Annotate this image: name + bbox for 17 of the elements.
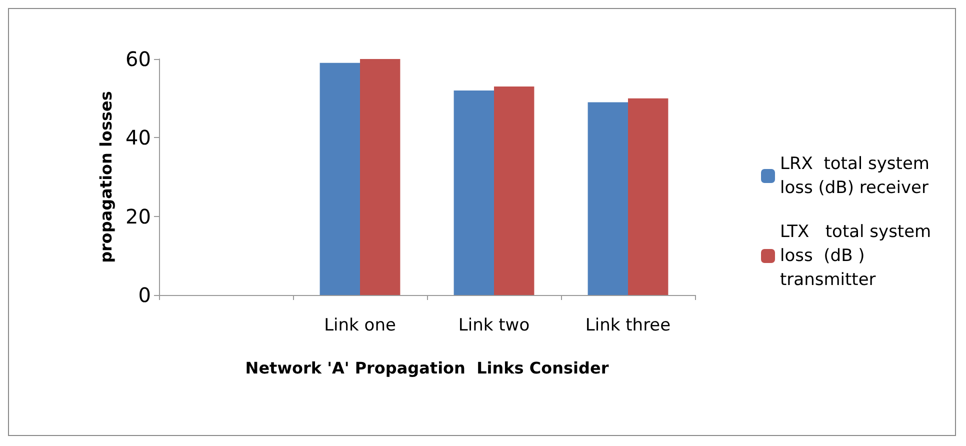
bar	[360, 59, 400, 295]
bar	[454, 90, 494, 295]
bar	[320, 62, 360, 295]
x-tick-label: Link one	[324, 316, 396, 336]
legend-label: LTX total system loss (dB ) transmitter	[780, 222, 937, 290]
bar	[588, 102, 628, 295]
y-tick-label: 20	[126, 204, 151, 228]
y-axis-title: propagation losses	[96, 91, 116, 263]
x-tick-label: Link three	[585, 316, 671, 336]
x-tick-label: Link two	[458, 316, 530, 336]
y-tick-label: 40	[126, 126, 151, 150]
y-tick-label: 0	[138, 283, 151, 307]
x-axis-title: Network 'A' Propagation Links Consider	[245, 358, 609, 378]
bar	[628, 98, 668, 295]
legend-label: LRX total system loss (dB) receiver	[780, 154, 935, 198]
bar	[494, 86, 534, 295]
y-tick-label: 60	[126, 47, 151, 71]
